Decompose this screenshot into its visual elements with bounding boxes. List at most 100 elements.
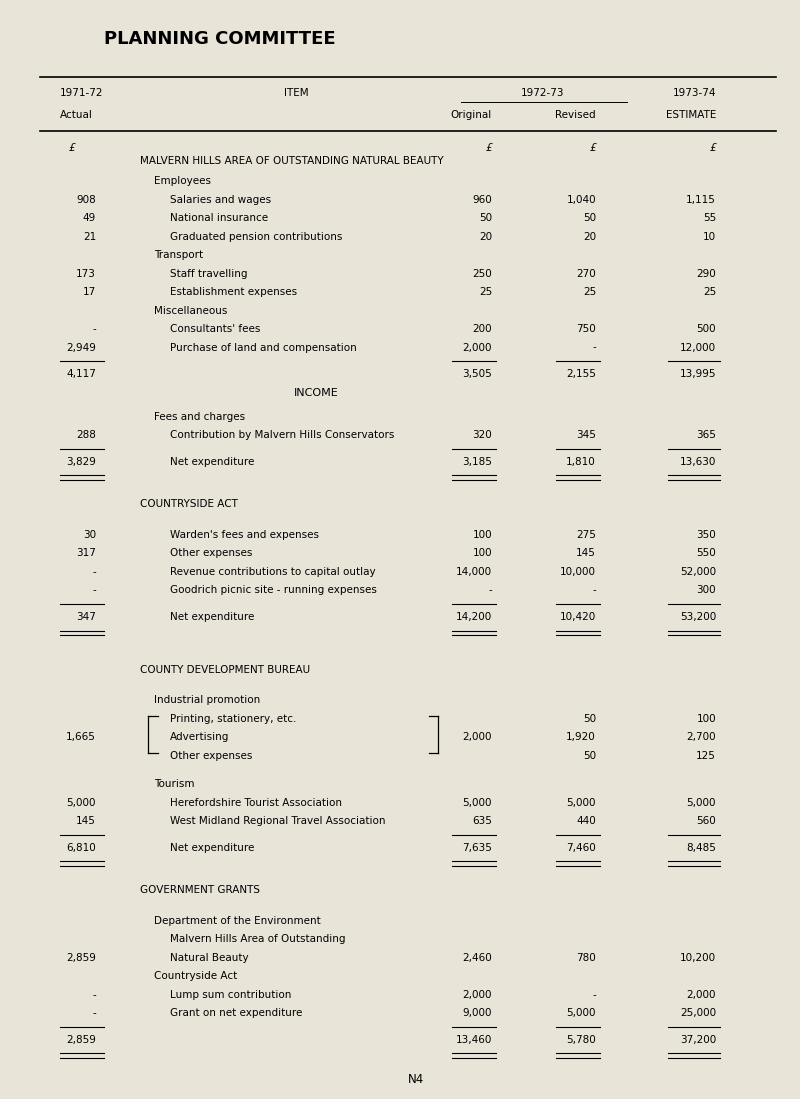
Text: 440: 440: [576, 817, 596, 826]
Text: 635: 635: [472, 817, 492, 826]
Text: 550: 550: [696, 548, 716, 558]
Text: 288: 288: [76, 430, 96, 441]
Text: Revenue contributions to capital outlay: Revenue contributions to capital outlay: [170, 567, 376, 577]
Text: 345: 345: [576, 430, 596, 441]
Text: 500: 500: [696, 324, 716, 334]
Text: 5,780: 5,780: [566, 1035, 596, 1045]
Text: 50: 50: [479, 213, 492, 223]
Text: 6,810: 6,810: [66, 843, 96, 853]
Text: Staff travelling: Staff travelling: [170, 268, 248, 279]
Text: -: -: [92, 324, 96, 334]
Text: Countryside Act: Countryside Act: [154, 972, 238, 981]
Text: 3,829: 3,829: [66, 457, 96, 467]
Text: £: £: [590, 143, 596, 153]
Text: Other expenses: Other expenses: [170, 548, 253, 558]
Text: 1,665: 1,665: [66, 732, 96, 742]
Text: 100: 100: [472, 530, 492, 540]
Text: Goodrich picnic site - running expenses: Goodrich picnic site - running expenses: [170, 586, 378, 596]
Text: 10,000: 10,000: [560, 567, 596, 577]
Text: 100: 100: [472, 548, 492, 558]
Text: 145: 145: [576, 548, 596, 558]
Text: 200: 200: [472, 324, 492, 334]
Text: £: £: [486, 143, 492, 153]
Text: Net expenditure: Net expenditure: [170, 457, 254, 467]
Text: -: -: [488, 586, 492, 596]
Text: 4,117: 4,117: [66, 369, 96, 379]
Text: 1,115: 1,115: [686, 195, 716, 204]
Text: 960: 960: [472, 195, 492, 204]
Text: Purchase of land and compensation: Purchase of land and compensation: [170, 343, 357, 353]
Text: Advertising: Advertising: [170, 732, 230, 742]
Text: -: -: [92, 586, 96, 596]
Text: Original: Original: [450, 110, 492, 120]
Text: 2,700: 2,700: [686, 732, 716, 742]
Text: 25: 25: [702, 287, 716, 297]
Text: PLANNING COMMITTEE: PLANNING COMMITTEE: [104, 30, 336, 47]
Text: 100: 100: [696, 713, 716, 723]
Text: COUNTY DEVELOPMENT BUREAU: COUNTY DEVELOPMENT BUREAU: [140, 665, 310, 675]
Text: 2,155: 2,155: [566, 369, 596, 379]
Text: 50: 50: [583, 713, 596, 723]
Text: Department of the Environment: Department of the Environment: [154, 915, 321, 925]
Text: 347: 347: [76, 612, 96, 622]
Text: Net expenditure: Net expenditure: [170, 612, 254, 622]
Text: Miscellaneous: Miscellaneous: [154, 306, 228, 315]
Text: 2,000: 2,000: [686, 990, 716, 1000]
Text: 13,460: 13,460: [456, 1035, 492, 1045]
Text: 7,460: 7,460: [566, 843, 596, 853]
Text: 2,859: 2,859: [66, 1035, 96, 1045]
Text: 50: 50: [583, 751, 596, 761]
Text: 8,485: 8,485: [686, 843, 716, 853]
Text: National insurance: National insurance: [170, 213, 269, 223]
Text: -: -: [592, 343, 596, 353]
Text: 53,200: 53,200: [680, 612, 716, 622]
Text: Other expenses: Other expenses: [170, 751, 253, 761]
Text: 275: 275: [576, 530, 596, 540]
Text: 55: 55: [702, 213, 716, 223]
Text: 908: 908: [76, 195, 96, 204]
Text: 145: 145: [76, 817, 96, 826]
Text: 25: 25: [582, 287, 596, 297]
Text: 270: 270: [576, 268, 596, 279]
Text: 1972-73: 1972-73: [521, 88, 564, 98]
Text: 3,505: 3,505: [462, 369, 492, 379]
Text: 20: 20: [583, 232, 596, 242]
Text: Herefordshire Tourist Association: Herefordshire Tourist Association: [170, 798, 342, 808]
Text: 50: 50: [583, 213, 596, 223]
Text: 5,000: 5,000: [462, 798, 492, 808]
Text: 250: 250: [472, 268, 492, 279]
Text: 5,000: 5,000: [66, 798, 96, 808]
Text: 750: 750: [576, 324, 596, 334]
Text: £: £: [69, 143, 75, 153]
Text: 300: 300: [696, 586, 716, 596]
Text: 317: 317: [76, 548, 96, 558]
Text: Grant on net expenditure: Grant on net expenditure: [170, 1008, 302, 1018]
Text: MALVERN HILLS AREA OF OUTSTANDING NATURAL BEAUTY: MALVERN HILLS AREA OF OUTSTANDING NATURA…: [140, 156, 444, 166]
Text: 14,000: 14,000: [456, 567, 492, 577]
Text: 17: 17: [82, 287, 96, 297]
Text: 2,000: 2,000: [462, 343, 492, 353]
Text: -: -: [92, 1008, 96, 1018]
Text: 173: 173: [76, 268, 96, 279]
Text: Malvern Hills Area of Outstanding: Malvern Hills Area of Outstanding: [170, 934, 346, 944]
Text: -: -: [92, 990, 96, 1000]
Text: Consultants' fees: Consultants' fees: [170, 324, 261, 334]
Text: -: -: [592, 586, 596, 596]
Text: 25,000: 25,000: [680, 1008, 716, 1018]
Text: 25: 25: [478, 287, 492, 297]
Text: 2,859: 2,859: [66, 953, 96, 963]
Text: -: -: [592, 990, 596, 1000]
Text: Employees: Employees: [154, 176, 211, 187]
Text: 5,000: 5,000: [686, 798, 716, 808]
Text: GOVERNMENT GRANTS: GOVERNMENT GRANTS: [140, 886, 260, 896]
Text: COUNTRYSIDE ACT: COUNTRYSIDE ACT: [140, 499, 238, 510]
Text: 365: 365: [696, 430, 716, 441]
Text: INCOME: INCOME: [294, 388, 338, 398]
Text: Net expenditure: Net expenditure: [170, 843, 254, 853]
Text: Contribution by Malvern Hills Conservators: Contribution by Malvern Hills Conservato…: [170, 430, 394, 441]
Text: 20: 20: [479, 232, 492, 242]
Text: Warden's fees and expenses: Warden's fees and expenses: [170, 530, 319, 540]
Text: Salaries and wages: Salaries and wages: [170, 195, 271, 204]
Text: Transport: Transport: [154, 251, 203, 260]
Text: 5,000: 5,000: [566, 798, 596, 808]
